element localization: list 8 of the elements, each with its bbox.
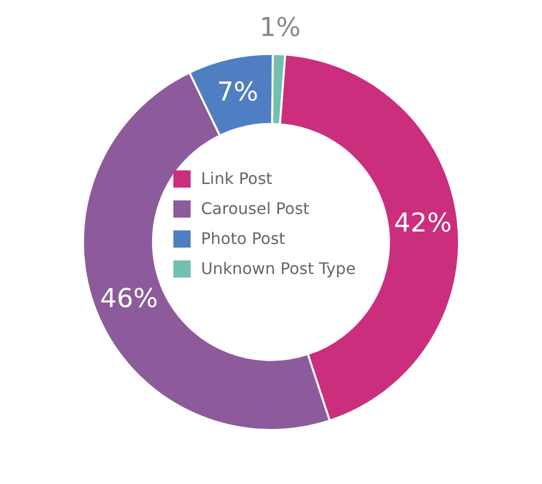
data-label: 7%: [217, 78, 258, 108]
legend-label: Photo Post: [201, 229, 286, 248]
data-label: 42%: [394, 208, 452, 239]
legend-label: Carousel Post: [201, 199, 310, 218]
data-label: 1%: [260, 13, 301, 44]
legend-label: Unknown Post Type: [201, 259, 356, 278]
legend-label: Link Post: [201, 169, 272, 188]
data-label: 46%: [100, 284, 158, 314]
